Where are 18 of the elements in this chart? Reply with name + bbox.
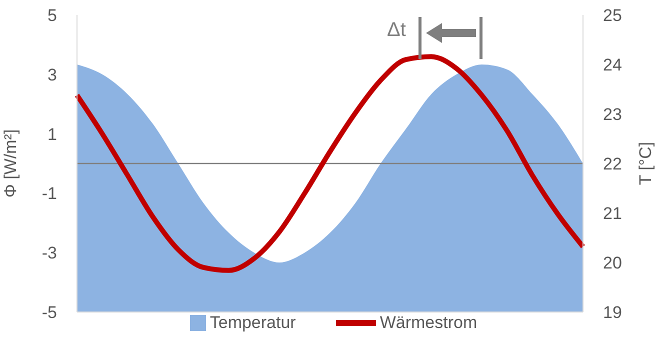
y-tick-label: 5 — [48, 6, 57, 26]
annotation: Δt — [387, 19, 406, 42]
y-tick-label: 1 — [48, 124, 57, 144]
y2-tick-label: 22 — [603, 154, 622, 174]
legend-label: Wärmestrom — [380, 313, 478, 333]
y2-axis-title: T [°C] — [636, 142, 656, 186]
y2-tick-label: 24 — [603, 56, 622, 75]
y-tick-label: 3 — [48, 65, 57, 84]
y2-tick-label: 20 — [603, 254, 622, 273]
y-tick-label: -5 — [42, 303, 57, 322]
y2-tick-label: 23 — [603, 105, 622, 124]
y-axis-title: Φ [W/m²] — [1, 129, 20, 198]
legend-label: Temperatur — [210, 313, 296, 333]
y2-tick-label: 19 — [603, 303, 622, 322]
y2-tick-label: 25 — [603, 6, 622, 26]
y2-tick-label: 21 — [603, 204, 622, 224]
y-tick-label: -1 — [42, 184, 57, 204]
y-tick-label: -3 — [42, 244, 57, 263]
